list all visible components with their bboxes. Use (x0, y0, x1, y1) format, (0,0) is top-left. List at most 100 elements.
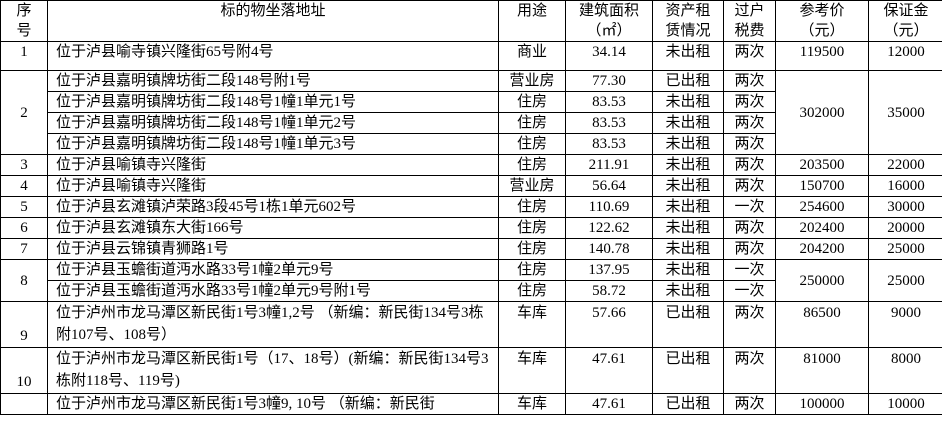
lease-cell: 已出租 (652, 347, 724, 394)
area-cell: 34.14 (565, 41, 653, 71)
usage-cell: 住房 (498, 154, 566, 176)
row-number: 9 (0, 301, 48, 348)
usage-cell: 住房 (498, 238, 566, 260)
address-cell: 位于泸县喻镇寺兴隆街 (47, 154, 499, 176)
row-number: 1 (0, 41, 48, 71)
deposit-cell: 10000 (868, 393, 942, 415)
table-row: 3 位于泸县喻镇寺兴隆街 住房 211.91 未出租 两次 203500 22000 (0, 154, 942, 176)
usage-cell: 营业房 (498, 70, 566, 92)
table-row: 7 位于泸县云锦镇青狮路1号 住房 140.78 未出租 两次 204200 25000 (0, 238, 942, 260)
table-row: 位于泸州市龙马潭区新民街1号3幢9, 10号 （新编：新民街 车库 47.61 已出租… (0, 393, 942, 415)
row-number: 8 (0, 259, 48, 302)
usage-cell: 车库 (498, 393, 566, 415)
area-cell: 57.66 (565, 301, 653, 348)
header-row: 序号 标的物坐落地址 用途 建筑面积 （㎡） 资产租 赁情况 过户 税费 参考价 （元）… (0, 0, 942, 42)
tax-cell: 两次 (723, 41, 776, 71)
deposit-cell: 25000 (868, 259, 942, 302)
tax-cell: 两次 (723, 133, 776, 155)
lease-cell: 未出租 (652, 154, 724, 176)
address-cell: 位于泸县玄滩镇东大街166号 (47, 217, 499, 239)
area-cell: 83.53 (565, 112, 653, 134)
row-number: 10 (0, 347, 48, 394)
table-row: 8 位于泸县玉蟾街道沔水路33号1幢2单元9号 住房 137.95 未出租 一次 25000… (0, 259, 942, 302)
tax-cell: 两次 (723, 393, 776, 415)
lease-cell: 未出租 (652, 41, 724, 71)
table-row: 9 位于泸州市龙马潭区新民街1号3幢1,2号 （新编：新民街134号3栋附107号… (0, 301, 942, 348)
usage-cell: 营业房 (498, 175, 566, 197)
address-cell: 位于泸州市龙马潭区新民街1号3幢1,2号 （新编：新民街134号3栋附107号、… (47, 301, 499, 348)
address-cell: 位于泸县云锦镇青狮路1号 (47, 238, 499, 260)
address-cell: 位于泸州市龙马潭区新民街1号（17、18号）(新编：新民街134号3栋附118号… (47, 347, 499, 394)
header-deposit: 保证金 （元） (868, 0, 942, 42)
price-cell: 119500 (775, 41, 869, 71)
address-cell: 位于泸县玄滩镇泸荣路3段45号1栋1单元602号 (47, 196, 499, 218)
lease-cell: 未出租 (652, 175, 724, 197)
area-cell: 56.64 (565, 175, 653, 197)
address-cell: 位于泸县嘉明镇牌坊街二段148号1幢1单元2号 (47, 112, 499, 134)
deposit-cell: 9000 (868, 301, 942, 348)
header-no: 序号 (0, 0, 48, 42)
lease-cell: 未出租 (652, 259, 724, 281)
row-number: 5 (0, 196, 48, 218)
lease-cell: 未出租 (652, 217, 724, 239)
usage-cell: 车库 (498, 347, 566, 394)
price-cell: 81000 (775, 347, 869, 394)
deposit-cell: 20000 (868, 217, 942, 239)
price-cell: 86500 (775, 301, 869, 348)
lease-cell: 未出租 (652, 133, 724, 155)
tax-cell: 两次 (723, 70, 776, 92)
header-usage: 用途 (498, 0, 566, 42)
usage-cell: 住房 (498, 133, 566, 155)
row-number: 2 (0, 70, 48, 155)
tax-cell: 一次 (723, 259, 776, 281)
usage-cell: 车库 (498, 301, 566, 348)
table-row: 4 位于泸县喻镇寺兴隆街 营业房 56.64 未出租 两次 150700 16000 (0, 175, 942, 197)
price-cell: 100000 (775, 393, 869, 415)
lease-cell: 未出租 (652, 112, 724, 134)
area-cell: 47.61 (565, 393, 653, 415)
address-cell: 位于泸县嘉明镇牌坊街二段148号附1号 (47, 70, 499, 92)
lease-cell: 未出租 (652, 196, 724, 218)
address-cell: 位于泸县喻寺镇兴隆街65号附4号 (47, 41, 499, 71)
deposit-cell: 16000 (868, 175, 942, 197)
row-number: 7 (0, 238, 48, 260)
header-area: 建筑面积 （㎡） (565, 0, 653, 42)
area-cell: 110.69 (565, 196, 653, 218)
lease-cell: 未出租 (652, 91, 724, 113)
area-cell: 83.53 (565, 91, 653, 113)
area-cell: 47.61 (565, 347, 653, 394)
area-cell: 140.78 (565, 238, 653, 260)
deposit-cell: 12000 (868, 41, 942, 71)
lease-cell: 已出租 (652, 70, 724, 92)
area-cell: 122.62 (565, 217, 653, 239)
price-cell: 250000 (775, 259, 869, 302)
table-row: 5 位于泸县玄滩镇泸荣路3段45号1栋1单元602号 住房 110.69 未出租 一次 25… (0, 196, 942, 218)
address-cell: 位于泸州市龙马潭区新民街1号3幢9, 10号 （新编：新民街 (47, 393, 499, 415)
address-cell: 位于泸县喻镇寺兴隆街 (47, 175, 499, 197)
price-cell: 204200 (775, 238, 869, 260)
header-lease: 资产租 赁情况 (652, 0, 724, 42)
price-cell: 302000 (775, 70, 869, 155)
usage-cell: 住房 (498, 280, 566, 302)
row-number (0, 393, 48, 415)
tax-cell: 两次 (723, 347, 776, 394)
lease-cell: 未出租 (652, 238, 724, 260)
tax-cell: 两次 (723, 217, 776, 239)
tax-cell: 两次 (723, 301, 776, 348)
header-price: 参考价 （元） (775, 0, 869, 42)
row-number: 3 (0, 154, 48, 176)
deposit-cell: 25000 (868, 238, 942, 260)
deposit-cell: 35000 (868, 70, 942, 155)
lease-cell: 已出租 (652, 393, 724, 415)
lease-cell: 已出租 (652, 301, 724, 348)
tax-cell: 两次 (723, 154, 776, 176)
table-row: 位于泸县玉蟾街道沔水路33号1幢2单元9号附1号 住房 58.72 未出租 一次 (1, 280, 942, 302)
usage-cell: 住房 (498, 196, 566, 218)
area-cell: 83.53 (565, 133, 653, 155)
area-cell: 77.30 (565, 70, 653, 92)
table-row: 10 位于泸州市龙马潭区新民街1号（17、18号）(新编：新民街134号3栋附11… (0, 347, 942, 394)
address-cell: 位于泸县嘉明镇牌坊街二段148号1幢1单元3号 (47, 133, 499, 155)
table-row: 6 位于泸县玄滩镇东大街166号 住房 122.62 未出租 两次 202400 20000 (0, 217, 942, 239)
usage-cell: 商业 (498, 41, 566, 71)
lease-cell: 未出租 (652, 280, 724, 302)
